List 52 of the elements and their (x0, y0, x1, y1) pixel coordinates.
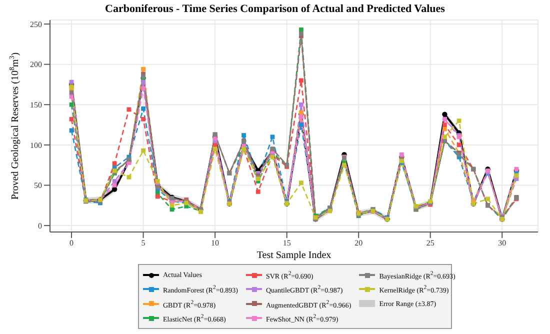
x-tick-label: 5 (141, 238, 146, 248)
point (298, 180, 304, 186)
x-tick-label: 10 (211, 238, 220, 248)
point (141, 148, 146, 153)
point (112, 179, 117, 184)
point (298, 78, 304, 83)
point (298, 122, 304, 127)
y-tick-label: 200 (30, 60, 42, 70)
x-tick-label: 25 (426, 238, 434, 248)
point (126, 174, 132, 180)
y-tick-label: 100 (30, 140, 42, 150)
point (69, 116, 74, 122)
point (270, 134, 275, 140)
point (126, 107, 132, 112)
point (442, 112, 448, 117)
point (342, 162, 346, 168)
point (456, 142, 462, 148)
y-tick-label: 50 (34, 181, 42, 190)
x-axis-title: Test Sample Index (256, 250, 332, 261)
x-tick-label: 15 (282, 238, 291, 248)
point (155, 194, 160, 199)
point (155, 179, 160, 184)
point (298, 27, 304, 32)
point (399, 152, 404, 157)
y-tick-label: 150 (30, 100, 42, 110)
point (141, 66, 146, 72)
point (442, 122, 447, 127)
point (69, 102, 74, 107)
point (242, 133, 246, 138)
point (298, 102, 304, 107)
x-tick-label: 0 (70, 238, 74, 248)
point (212, 146, 218, 152)
point (256, 189, 260, 194)
point (141, 116, 146, 122)
point (170, 203, 174, 208)
point (112, 161, 117, 166)
point (442, 126, 447, 132)
chart-title: Carboniferous - Time Series Comparison of Actual and Predicted Values (104, 3, 446, 15)
point (298, 114, 304, 119)
point (486, 196, 490, 202)
point (69, 128, 74, 133)
point (141, 86, 146, 91)
point (442, 134, 447, 140)
y-tick-label: 0 (38, 221, 42, 230)
x-tick-label: 30 (498, 238, 506, 248)
point (298, 32, 304, 36)
point (141, 106, 146, 111)
point (69, 94, 74, 99)
x-tick-label: 20 (354, 238, 363, 248)
point (112, 183, 117, 188)
point (456, 118, 462, 123)
y-tick-label: 250 (30, 20, 42, 29)
